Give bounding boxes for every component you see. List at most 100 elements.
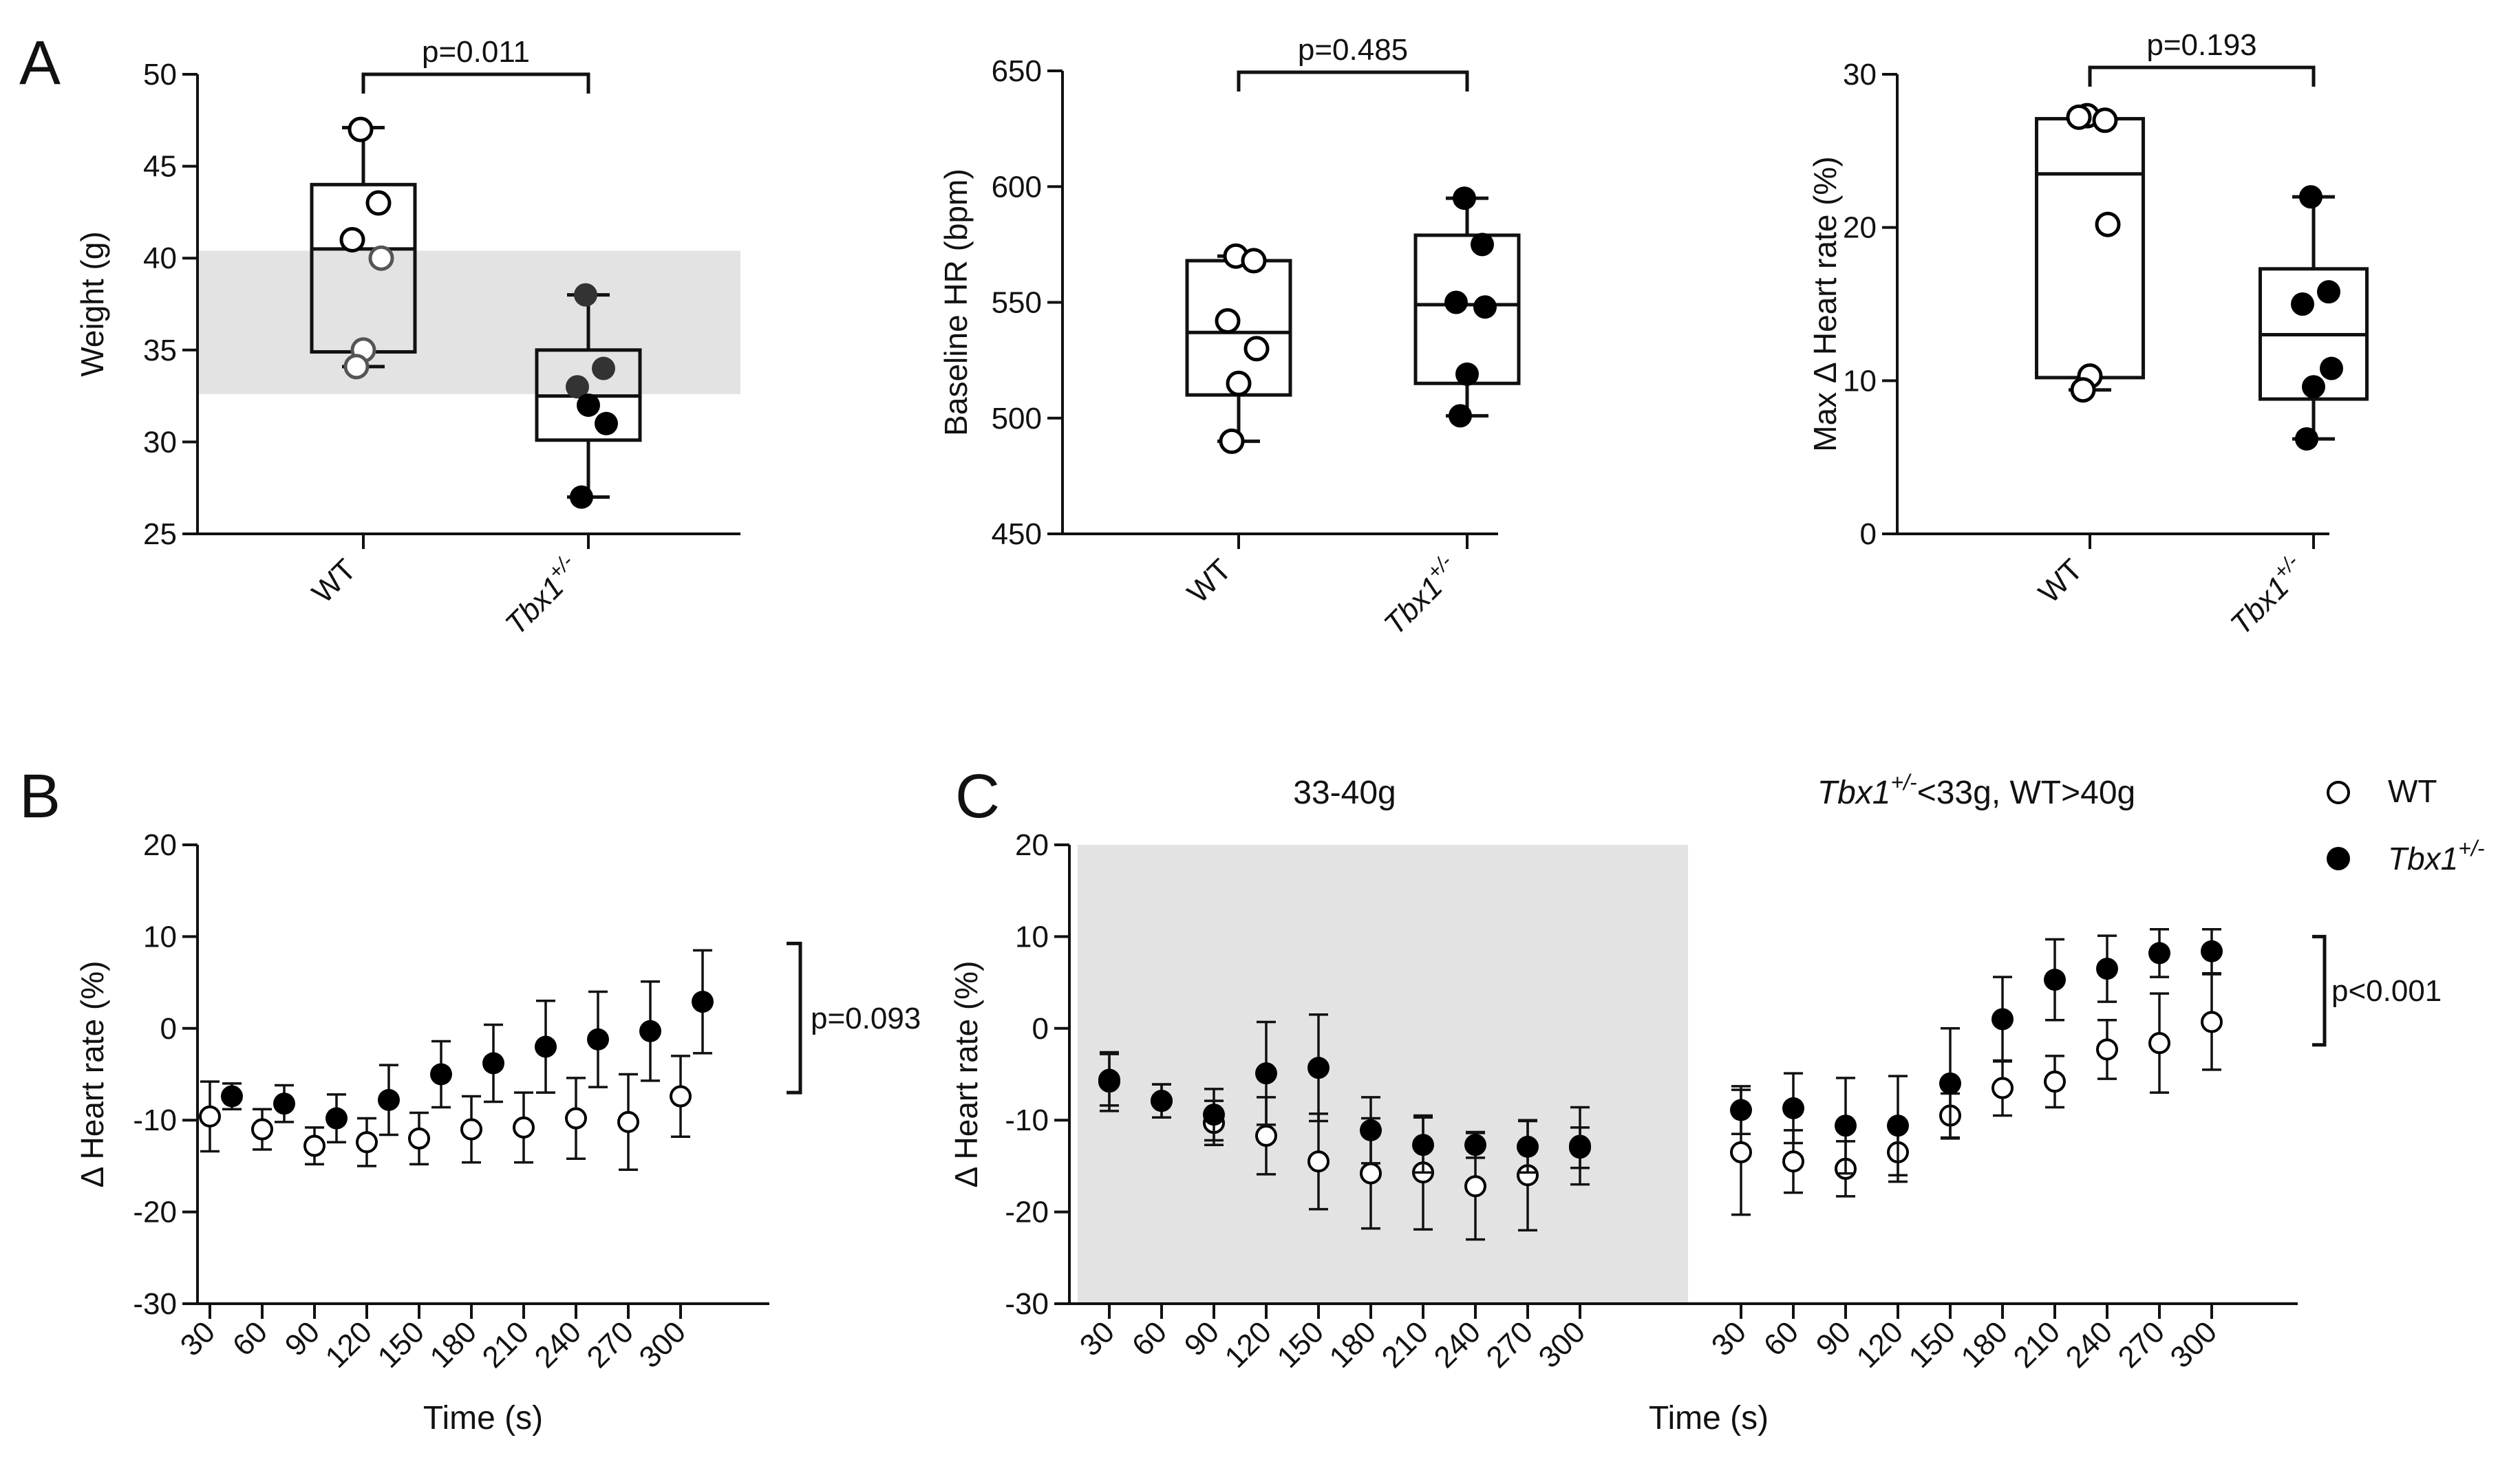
legend-tbx1-marker — [2327, 847, 2350, 870]
data-point-wt — [1992, 1077, 2014, 1099]
data-point-tbx1 — [2302, 375, 2325, 399]
x-tick-label: 30 — [174, 1315, 222, 1362]
y-axis-label: Weight (g) — [74, 231, 110, 376]
data-point-tbx1 — [1730, 1099, 1752, 1121]
data-point-wt — [339, 226, 365, 252]
x-tick-label: 120 — [319, 1315, 379, 1375]
significance-bracket — [787, 941, 802, 1095]
subset-title-main: 33-40g — [1293, 775, 1396, 811]
subset-title-main: Tbx1 — [1817, 775, 1891, 811]
data-point-tbx1 — [587, 1028, 609, 1051]
chart-baseline-hr-box: 450 500 550 600 650 Baseline HR (bpm) WT Tbx1+/… — [938, 33, 1521, 642]
x-tick-label: 240 — [528, 1315, 588, 1375]
subset-title: 33-40g — [1293, 775, 1396, 811]
x-tick-label: 60 — [1126, 1315, 1173, 1362]
y-tick-label: -30 — [1005, 1287, 1049, 1321]
significance-label: p=0.485 — [1298, 33, 1408, 67]
y-axis-label: Baseline HR (bpm) — [938, 169, 974, 436]
significance-bracket — [1237, 70, 1469, 92]
legend-wt-marker — [2327, 781, 2350, 804]
x-tick-label: 150 — [1903, 1315, 1963, 1375]
data-point-tbx1 — [2148, 942, 2170, 965]
y-tick-label: -10 — [133, 1104, 177, 1137]
data-point-wt — [617, 1110, 639, 1133]
y-tick-label: -30 — [133, 1287, 177, 1321]
legend-tbx1-label: Tbx1+/- — [2388, 836, 2485, 876]
data-point-wt — [365, 190, 392, 216]
y-tick-label: 600 — [992, 170, 1042, 204]
x-tick-label: 90 — [1810, 1315, 1857, 1362]
data-point-tbx1 — [592, 356, 615, 380]
data-point-tbx1 — [221, 1085, 243, 1108]
data-point-tbx1 — [1835, 1115, 1857, 1137]
y-tick-label: -10 — [1005, 1104, 1049, 1137]
data-point-tbx1 — [535, 1035, 557, 1058]
x-tick-label: 210 — [476, 1315, 536, 1375]
data-point-tbx1 — [1455, 362, 1479, 386]
x-tick-label: 120 — [1219, 1315, 1279, 1375]
x-tick-label: 60 — [226, 1315, 274, 1362]
x-tick-label: 300 — [633, 1315, 693, 1375]
data-point-tbx1 — [2201, 940, 2223, 962]
data-point-wt — [1730, 1141, 1752, 1163]
x-tick-label: 180 — [1323, 1315, 1383, 1375]
data-point-tbx1 — [1782, 1097, 1804, 1119]
x-tick-label: WT — [2032, 552, 2089, 610]
data-point-tbx1 — [1569, 1137, 1591, 1159]
data-point-wt — [408, 1127, 430, 1150]
y-tick-label: 500 — [992, 402, 1042, 435]
x-tick-label-main: WT — [1181, 552, 1238, 610]
y-tick-label: 45 — [143, 150, 177, 184]
legend-tbx1-label-sup: +/- — [2458, 836, 2484, 861]
data-point-tbx1 — [2320, 356, 2343, 380]
x-tick-label: Tbx1+/- — [1375, 550, 1466, 642]
y-tick-label: 10 — [1015, 920, 1049, 954]
x-tick-label: 30 — [1074, 1315, 1121, 1362]
box-iqr — [2035, 117, 2145, 380]
legend-tbx1-label-main: Tbx1 — [2388, 841, 2458, 876]
data-point-wt — [1360, 1162, 1382, 1185]
x-axis-label: Time (s) — [423, 1400, 543, 1436]
data-point-wt — [1226, 370, 1252, 396]
y-tick-label: 30 — [1843, 58, 1877, 92]
y-tick-label: 25 — [143, 517, 177, 551]
data-point-tbx1 — [1887, 1115, 1909, 1137]
chart-weight-box: 25 30 35 40 45 50 Weight (g) WT Tbx1+/- p=0.011 — [74, 35, 740, 642]
data-point-wt — [2070, 377, 2096, 403]
data-point-tbx1 — [1307, 1057, 1330, 1079]
data-point-wt — [199, 1105, 221, 1128]
data-point-wt — [670, 1085, 692, 1108]
y-tick-label: 50 — [143, 58, 177, 92]
x-tick-label: 210 — [1376, 1315, 1435, 1375]
significance-label: p<0.001 — [2331, 974, 2442, 1008]
data-point-tbx1 — [430, 1063, 452, 1086]
y-tick-label: -20 — [1005, 1196, 1049, 1229]
data-point-wt — [2066, 104, 2092, 130]
data-point-tbx1 — [2317, 280, 2340, 304]
significance-label: p=0.011 — [422, 35, 530, 69]
data-point-wt — [565, 1107, 587, 1130]
y-tick-label: 0 — [1032, 1012, 1049, 1046]
data-point-wt — [1243, 336, 1270, 362]
subset-title: Tbx1+/-<33g, WT>40g — [1817, 770, 2135, 811]
x-tick-label: WT — [306, 552, 363, 610]
y-tick-label: 550 — [992, 286, 1042, 320]
data-point-tbx1 — [1517, 1135, 1539, 1158]
data-point-tbx1 — [378, 1088, 400, 1111]
x-tick-label: 270 — [581, 1315, 641, 1375]
data-point-tbx1 — [273, 1092, 295, 1115]
data-point-tbx1 — [1151, 1090, 1173, 1112]
shaded-band — [197, 250, 740, 394]
x-tick-label: 180 — [1955, 1315, 2015, 1375]
data-point-tbx1 — [570, 485, 593, 509]
data-point-tbx1 — [1360, 1119, 1382, 1141]
x-tick-label: 90 — [279, 1315, 326, 1362]
x-tick-label: 240 — [1428, 1315, 1488, 1375]
data-point-wt — [1782, 1150, 1804, 1173]
legend: WT Tbx1+/- — [2327, 773, 2485, 876]
data-point-tbx1 — [482, 1052, 504, 1075]
data-point-tbx1 — [1255, 1062, 1277, 1085]
